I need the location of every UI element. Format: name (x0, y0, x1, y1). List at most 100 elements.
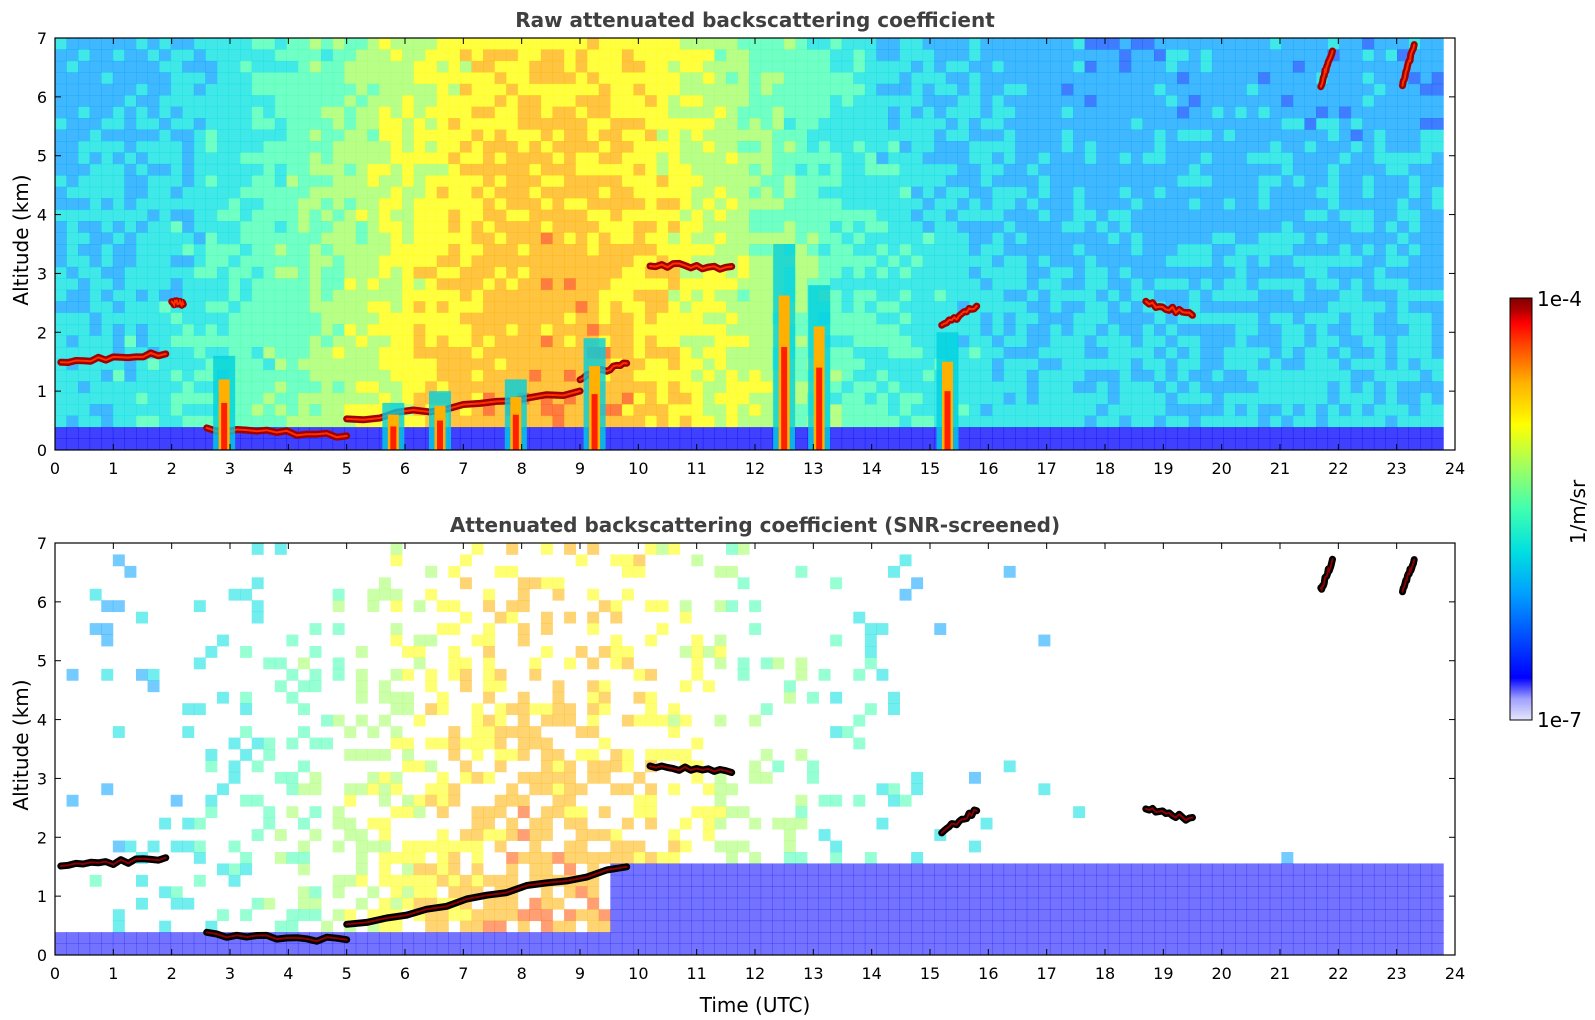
heatmap-cell (332, 163, 345, 176)
heatmap-cell (448, 886, 461, 899)
heatmap-cell (135, 38, 148, 50)
heatmap-cell (1292, 415, 1305, 428)
heatmap-cell (494, 95, 507, 108)
heatmap-cell (922, 301, 935, 314)
heatmap-cell (240, 909, 253, 922)
heatmap-cell (367, 95, 380, 108)
heatmap-cell (1316, 209, 1329, 222)
heatmap-cell (668, 141, 681, 153)
heatmap-cell (1015, 278, 1028, 291)
heatmap-cell (309, 289, 322, 302)
heatmap-cell (402, 415, 415, 428)
heatmap-cell (1431, 141, 1444, 153)
heatmap-cell (471, 427, 484, 439)
heatmap-cell (1431, 369, 1444, 382)
heatmap-cell (1292, 255, 1305, 268)
heatmap-cell (436, 381, 449, 394)
heatmap-cell (702, 392, 715, 405)
heatmap-cell (378, 244, 391, 256)
heatmap-cell (1339, 358, 1352, 371)
heatmap-cell (402, 863, 415, 876)
heatmap-cell (1362, 163, 1375, 176)
heatmap-cell (216, 312, 229, 325)
heatmap-cell (575, 60, 588, 73)
heatmap-cell (1397, 106, 1410, 119)
heatmap-cell (1038, 163, 1051, 176)
heatmap-cell (170, 106, 183, 119)
heatmap-cell (888, 38, 900, 50)
heatmap-cell (309, 232, 322, 245)
heatmap-cell (529, 289, 542, 302)
heatmap-cell (529, 438, 542, 450)
heatmap-cell (66, 324, 79, 336)
heatmap-cell (656, 152, 669, 165)
heatmap-cell (402, 266, 415, 279)
heatmap-cell (1142, 278, 1155, 291)
heatmap-cell (691, 427, 704, 439)
heatmap-cell (691, 278, 704, 291)
y-tick-label: 4 (37, 206, 47, 225)
heatmap-cell (55, 106, 67, 119)
heatmap-cell (957, 415, 970, 428)
heatmap-cell (795, 198, 808, 211)
heatmap-cell (147, 106, 160, 119)
heatmap-cell (448, 106, 461, 119)
heatmap-cell (193, 163, 206, 176)
heatmap-cell (506, 943, 519, 955)
heatmap-cell (240, 209, 253, 222)
heatmap-cell (193, 278, 206, 291)
heatmap-cell (1107, 38, 1120, 50)
heatmap-cell (263, 209, 276, 222)
heatmap-cell (89, 129, 102, 142)
heatmap-cell (263, 38, 276, 50)
heatmap-cell (726, 60, 738, 73)
heatmap-cell (193, 817, 206, 830)
heatmap-cell (1362, 427, 1375, 439)
heatmap-cell (864, 266, 877, 279)
heatmap-cell (888, 175, 900, 188)
heatmap-cell (1003, 358, 1016, 371)
heatmap-cell (807, 129, 819, 142)
heatmap-cell (483, 680, 496, 693)
heatmap-cell (378, 588, 391, 601)
x-tick-label: 8 (517, 459, 527, 478)
heatmap-cell (1397, 415, 1410, 428)
heatmap-cell (1038, 49, 1051, 62)
heatmap-cell (1350, 255, 1363, 268)
heatmap-cell (1073, 118, 1086, 130)
heatmap-cell (147, 198, 160, 211)
heatmap-cell (1327, 221, 1340, 233)
heatmap-cell (240, 749, 253, 761)
heatmap-cell (702, 38, 715, 50)
heatmap-cell (1420, 83, 1433, 96)
heatmap-cell (1362, 232, 1375, 245)
heatmap-cell (1073, 347, 1086, 359)
heatmap-cell (1119, 335, 1132, 348)
heatmap-cell (1350, 232, 1363, 245)
heatmap-cell (1223, 129, 1236, 142)
heatmap-cell (783, 38, 796, 50)
heatmap-cell (1003, 209, 1016, 222)
heatmap-cell (321, 49, 334, 62)
heatmap-cell (1061, 38, 1074, 50)
heatmap-cell (575, 209, 588, 222)
heatmap-cell (598, 255, 611, 268)
heatmap-cell (309, 118, 322, 130)
heatmap-cell (147, 840, 160, 853)
heatmap-cell (645, 106, 658, 119)
heatmap-cell (228, 588, 241, 601)
heatmap-cell (645, 381, 658, 394)
heatmap-cell (390, 726, 403, 738)
heatmap-cell (1408, 438, 1421, 450)
heatmap-cell (876, 278, 889, 291)
heatmap-cell (656, 106, 669, 119)
heatmap-cell (702, 324, 715, 336)
heatmap-cell (1096, 163, 1109, 176)
heatmap-cell (1107, 415, 1120, 428)
heatmap-cell (332, 175, 345, 188)
heatmap-cell (1408, 324, 1421, 336)
heatmap-cell (1373, 60, 1386, 73)
heatmap-cell (1177, 289, 1190, 302)
heatmap-cell (1073, 278, 1086, 291)
heatmap-cell (1188, 141, 1201, 153)
